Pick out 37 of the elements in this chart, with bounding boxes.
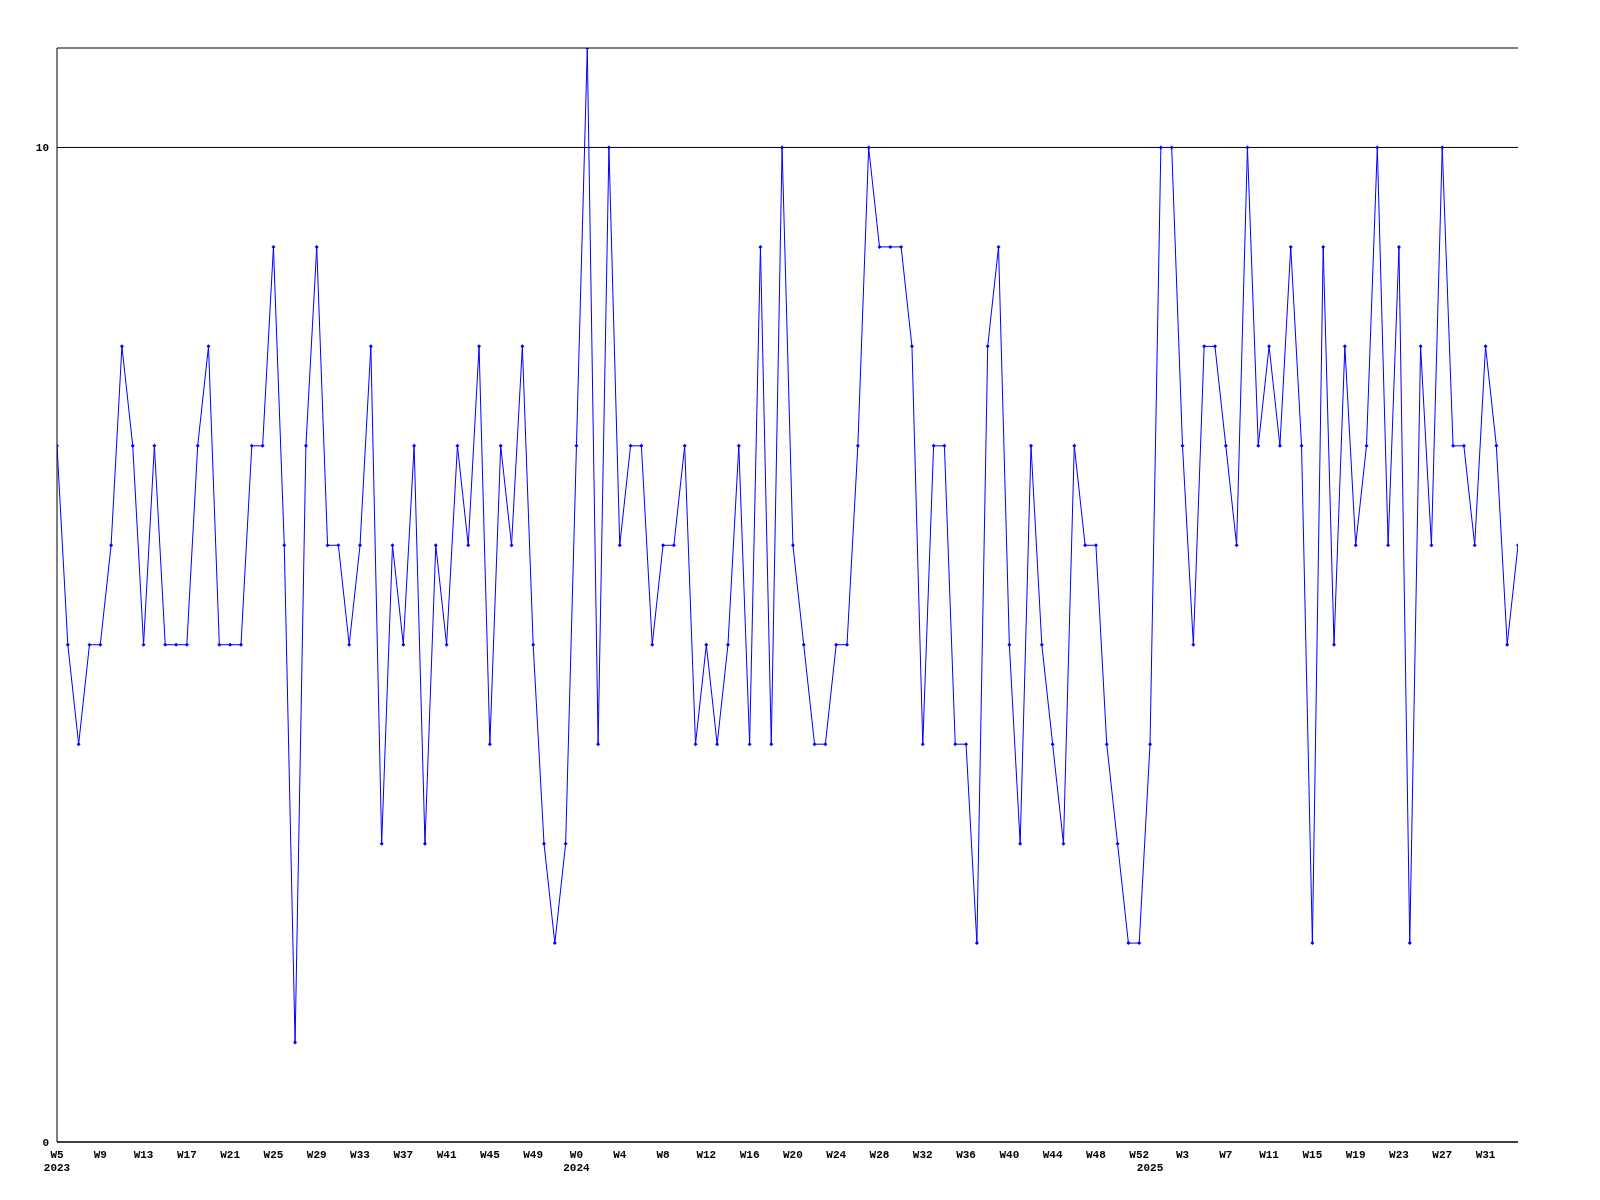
x-tick-label: W27 [1432, 1149, 1453, 1161]
x-tick-label: W29 [306, 1149, 327, 1161]
x-tick-label: W4 [613, 1149, 627, 1161]
x-tick-label: W52 [1129, 1149, 1150, 1161]
x-tick-label: W37 [393, 1149, 414, 1161]
x-tick-label: W9 [93, 1149, 107, 1161]
x-tick-label: W40 [999, 1149, 1020, 1161]
y-tick-label: 10 [35, 142, 49, 155]
x-tick-label: W17 [176, 1149, 197, 1161]
x-tick-label: W28 [869, 1149, 890, 1161]
x-tick-label: W21 [220, 1149, 241, 1161]
y-tick-label: 0 [42, 1136, 49, 1149]
x-tick-label: W25 [263, 1149, 284, 1161]
x-tick-label: 2025 [1136, 1162, 1164, 1174]
x-tick-label: W7 [1219, 1149, 1233, 1161]
x-tick-label: W20 [783, 1149, 803, 1161]
x-tick-label: W8 [656, 1149, 671, 1161]
x-tick-label: W19 [1345, 1149, 1366, 1161]
x-tick-label: W33 [350, 1149, 371, 1161]
x-tick-label: W23 [1389, 1149, 1410, 1161]
x-tick-label: W44 [1042, 1149, 1063, 1161]
x-tick-label: W5 2023 [43, 1149, 71, 1174]
x-tick-label: W45 [479, 1149, 501, 1161]
x-tick-label: W13 [133, 1149, 154, 1161]
x-tick-label: W3 [1175, 1149, 1190, 1161]
x-tick-label: W36 [956, 1149, 976, 1161]
x-tick-label: W41 [436, 1149, 457, 1161]
x-tick-label: W16 [739, 1149, 760, 1161]
x-tick-label: W15 [1302, 1149, 1323, 1161]
x-tick-label: W11 [1259, 1149, 1280, 1161]
x-tick-label: W0 2024 [563, 1149, 591, 1174]
x-tick-label: W32 [912, 1149, 933, 1161]
x-tick-label: W24 [826, 1149, 847, 1161]
x-tick-label: W48 [1086, 1149, 1107, 1161]
x-tick-label: W12 [696, 1149, 717, 1161]
x-tick-label: W31 [1475, 1149, 1496, 1161]
x-tick-label: W49 [523, 1149, 544, 1161]
